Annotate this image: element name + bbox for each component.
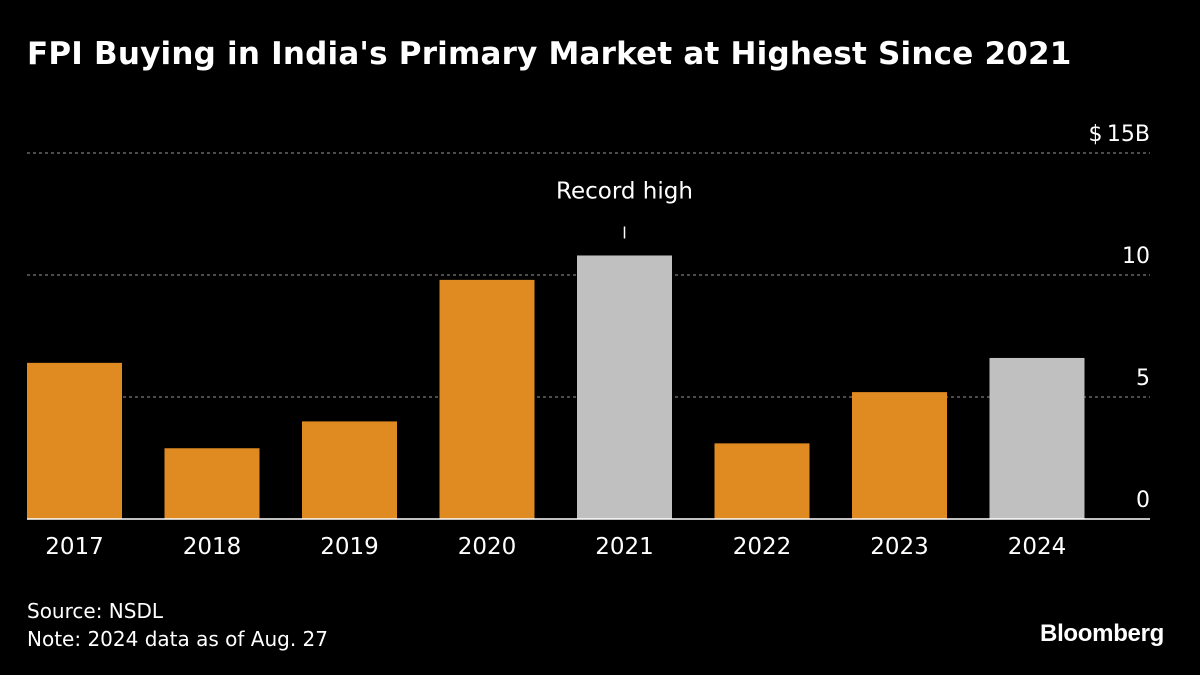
x-tick-label-2020: 2020 [458,534,517,560]
gridlines [27,152,1150,398]
bar-2019 [302,421,397,519]
x-tick-label-2019: 2019 [320,534,379,560]
bloomberg-logo: Bloomberg [1040,620,1164,647]
bar-2021 [577,255,672,520]
data-note: Note: 2024 data as of Aug. 27 [27,627,328,651]
annotation-record-high: Record high [556,178,693,204]
bar-2017 [27,362,122,519]
x-tick-label-2024: 2024 [1008,534,1067,560]
bar-2022 [714,443,810,519]
x-tick-label-2021: 2021 [595,534,654,560]
bars [27,255,1085,520]
y-tick-label-10: 10 [1122,244,1150,269]
bar-2023 [852,392,947,519]
labels: 0 5 10 $ 15B 2017 2018 2019 2020 2021 2022 2023 202… [45,122,1150,560]
source-note: Source: NSDL [27,599,163,623]
chart-title: FPI Buying in India's Primary Market at … [27,36,1072,72]
footer: Source: NSDL Note: 2024 data as of Aug. … [27,597,328,653]
bar-2018 [164,448,260,519]
x-tick-label-2018: 2018 [183,534,242,560]
bar-2020 [439,279,535,519]
x-tick-label-2023: 2023 [870,534,929,560]
bar-2024 [989,357,1085,519]
x-tick-label-2017: 2017 [45,534,104,560]
x-tick-label-2022: 2022 [733,534,792,560]
y-tick-label-5: 5 [1136,366,1150,391]
y-tick-label-0: 0 [1136,488,1150,513]
y-tick-label-15: $ 15B [1089,122,1150,147]
